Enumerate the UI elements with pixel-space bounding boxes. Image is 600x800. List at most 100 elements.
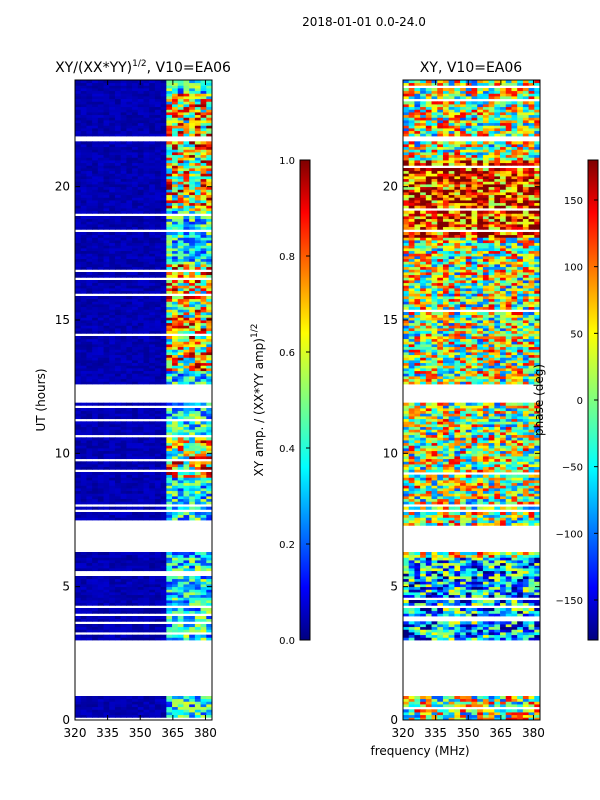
heatmap-cell [534, 701, 540, 705]
heatmap-cell [149, 232, 156, 236]
heatmap-cell [97, 165, 105, 169]
heatmap-cell [75, 376, 82, 380]
heatmap-cell [183, 597, 190, 601]
heatmap-cell [149, 448, 156, 452]
heatmap-cell [206, 162, 212, 166]
heatmap-cell [189, 440, 196, 444]
heatmap-cell [92, 154, 99, 158]
heatmap-cell [177, 357, 185, 361]
heatmap-cell [97, 205, 105, 209]
heatmap-cell [103, 98, 110, 102]
heatmap-cell [488, 698, 495, 702]
heatmap-cell [143, 464, 150, 468]
heatmap-cell [194, 634, 202, 638]
heatmap-cell [528, 610, 535, 614]
heatmap-cell [92, 245, 99, 249]
heatmap-cell [126, 133, 133, 137]
heatmap-cell [408, 576, 416, 580]
heatmap-cell [494, 717, 501, 720]
heatmap-cell [86, 602, 93, 606]
heatmap-cell [132, 304, 139, 308]
heatmap-cell [206, 245, 212, 249]
heatmap-cell [92, 581, 99, 585]
heatmap-cell [97, 290, 105, 294]
heatmap-cell [194, 437, 202, 441]
heatmap-cell [86, 610, 93, 614]
heatmap-cell [154, 82, 162, 86]
heatmap-cell [494, 712, 501, 716]
heatmap-cell [172, 568, 179, 572]
heatmap-cell [194, 461, 202, 465]
heatmap-cell [172, 426, 179, 430]
heatmap-cell [528, 717, 535, 720]
heatmap-cell [103, 597, 110, 601]
heatmap-cell [126, 200, 133, 204]
heatmap-cell [154, 616, 162, 620]
heatmap-cell [166, 704, 173, 708]
heatmap-cell [160, 312, 167, 316]
heatmap-cell [189, 565, 196, 569]
heatmap-cell [172, 176, 179, 180]
heatmap-cell [120, 512, 127, 516]
heatmap-cell [137, 192, 145, 196]
heatmap-cell [172, 317, 179, 321]
heatmap-cell [194, 512, 202, 516]
heatmap-cell [500, 594, 507, 598]
heatmap-cell [143, 152, 150, 156]
heatmap-cell [86, 90, 93, 94]
heatmap-cell [120, 112, 127, 116]
heatmap-cell [86, 232, 93, 236]
heatmap-cell [206, 261, 212, 265]
heatmap-cell [114, 464, 122, 468]
heatmap-cell [154, 80, 162, 84]
heatmap-cell [206, 117, 212, 121]
heatmap-cell [172, 378, 179, 382]
heatmap-cell [92, 314, 99, 318]
heatmap-cell [120, 706, 127, 710]
heatmap-cell [194, 568, 202, 572]
heatmap-cell [75, 256, 82, 260]
heatmap-cell [200, 557, 207, 561]
heatmap-cell [86, 349, 93, 353]
heatmap-cell [132, 581, 139, 585]
heatmap-cell [132, 402, 139, 406]
heatmap-cell [126, 597, 133, 601]
heatmap-cell [189, 264, 196, 268]
heatmap-cell [206, 242, 212, 246]
heatmap-cell [177, 344, 185, 348]
heatmap-cell [471, 586, 478, 590]
heatmap-cell [114, 466, 122, 470]
heatmap-cell [86, 240, 93, 244]
heatmap-cell [183, 248, 190, 252]
heatmap-cell [126, 221, 133, 225]
heatmap-cell [166, 408, 173, 412]
heatmap-cell [126, 253, 133, 257]
heatmap-cell [465, 621, 473, 625]
heatmap-cell [114, 210, 122, 214]
heatmap-cell [172, 141, 179, 145]
heatmap-cell [103, 245, 110, 249]
heatmap-cell [120, 349, 127, 353]
heatmap-cell [126, 120, 133, 124]
heatmap-cell [528, 626, 535, 630]
heatmap-cell [103, 317, 110, 321]
heatmap-cell [200, 485, 207, 489]
heatmap-cell [114, 186, 122, 190]
heatmap-cell [126, 378, 133, 382]
heatmap-cell [511, 712, 518, 716]
heatmap-cell [143, 344, 150, 348]
heatmap-cell [172, 306, 179, 310]
heatmap-cell [149, 709, 156, 713]
heatmap-cell [177, 194, 185, 198]
heatmap-cell [120, 698, 127, 702]
heatmap-cell [460, 586, 467, 590]
heatmap-cell [92, 141, 99, 145]
heatmap-cell [137, 210, 145, 214]
heatmap-cell [103, 285, 110, 289]
heatmap-cell [143, 330, 150, 334]
heatmap-cell [154, 453, 162, 457]
heatmap-cell [194, 157, 202, 161]
heatmap-cell [103, 184, 110, 188]
heatmap-cell [206, 568, 212, 572]
heatmap-cell [166, 616, 173, 620]
